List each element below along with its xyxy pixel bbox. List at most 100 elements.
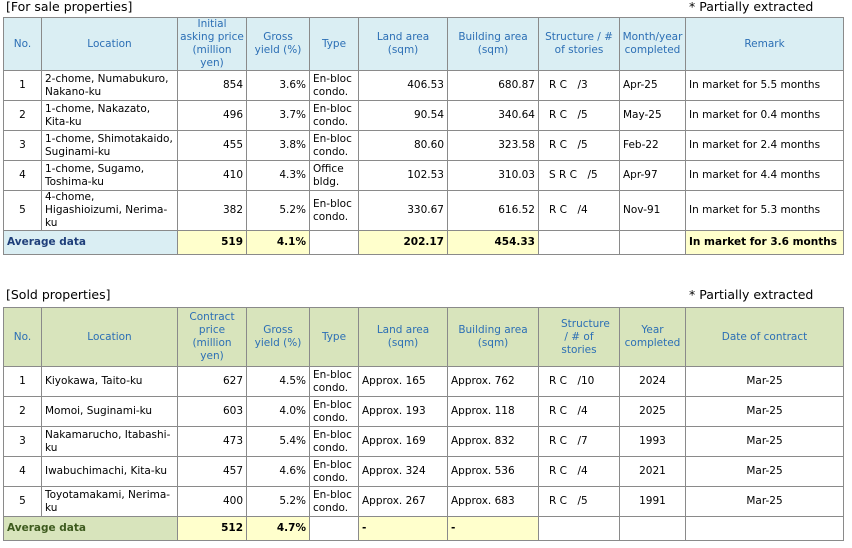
caption: [Sold properties] <box>6 287 111 302</box>
cell: 5 <box>3 486 42 517</box>
header-cell: Contract price (million yen) <box>177 307 247 367</box>
cell: 2 <box>3 100 42 131</box>
cell: In market for 4.4 months <box>685 160 844 191</box>
header-text: Type <box>321 37 347 50</box>
cell: Approx. 118 <box>447 396 539 427</box>
data-row: 1 2-chome, Numabukuro, Nakano-ku 854 3.6% En… <box>3 70 844 101</box>
cell: En-bloc condo. <box>309 456 359 487</box>
cell: 330.67 <box>358 190 448 231</box>
cell: Approx. 193 <box>358 396 448 427</box>
header-cell: Date of contract <box>685 307 844 367</box>
cell: 400 <box>177 486 247 517</box>
cell: 310.03 <box>447 160 539 191</box>
header-text: Gross yield (%) <box>254 324 302 349</box>
header-text: Gross yield (%) <box>254 31 302 56</box>
cell: 5.2% <box>246 486 310 517</box>
cell: In market for 5.5 months <box>685 70 844 101</box>
cell: En-bloc condo. <box>309 130 359 161</box>
header-cell: Structure / # of stories <box>538 17 620 71</box>
empty-cell <box>309 230 359 255</box>
cell: 2024 <box>619 366 686 397</box>
cell: 616.52 <box>447 190 539 231</box>
cell: 1993 <box>619 426 686 457</box>
cell: 1-chome, Nakazato, Kita-ku <box>41 100 178 131</box>
header-text: Initial asking price (million yen) <box>180 18 244 69</box>
header-row: No. Location Contract price (million yen) G… <box>3 307 844 367</box>
cell: Approx. 169 <box>358 426 448 457</box>
cell: Mar-25 <box>685 366 844 397</box>
header-cell: Year completed <box>619 307 686 367</box>
cell: 1-chome, Sugamo, Toshima-ku <box>41 160 178 191</box>
cell: 457 <box>177 456 247 487</box>
cell: Approx. 267 <box>358 486 448 517</box>
data-row: 3 1-chome, Shimotakaido, Suginami-ku 455 3.… <box>3 130 844 161</box>
average-value: 454.33 <box>447 230 539 255</box>
cell: 4.5% <box>246 366 310 397</box>
cell: R C /7 <box>538 426 620 457</box>
cell: En-bloc condo. <box>309 486 359 517</box>
cell: Momoi, Suginami-ku <box>41 396 178 427</box>
data-row: 5 Toyotamakami, Nerima-ku 400 5.2% En-bloc c… <box>3 486 844 517</box>
average-value: - <box>358 516 448 541</box>
cell: Approx. 536 <box>447 456 539 487</box>
cell: Mar-25 <box>685 486 844 517</box>
data-row: 1 Kiyokawa, Taito-ku 627 4.5% En-bloc condo.… <box>3 366 844 397</box>
cell: En-bloc condo. <box>309 190 359 231</box>
header-text: Contract price (million yen) <box>189 311 235 362</box>
empty-cell <box>619 516 686 541</box>
cell: 680.87 <box>447 70 539 101</box>
cell: Apr-97 <box>619 160 686 191</box>
sold-table: No. Location Contract price (million yen) G… <box>3 307 844 541</box>
cell: 406.53 <box>358 70 448 101</box>
cell: Nakamarucho, Itabashi-ku <box>41 426 178 457</box>
header-cell: Month/year completed <box>619 17 686 71</box>
header-text: Date of contract <box>721 330 808 343</box>
note: * Partially extracted <box>689 287 814 302</box>
cell: En-bloc condo. <box>309 70 359 101</box>
cell: 1-chome, Shimotakaido, Suginami-ku <box>41 130 178 161</box>
cell: Nov-91 <box>619 190 686 231</box>
caption: [For sale properties] <box>6 0 133 14</box>
empty-cell <box>685 516 844 541</box>
header-cell: Gross yield (%) <box>246 307 310 367</box>
cell: 4.3% <box>246 160 310 191</box>
cell: 2021 <box>619 456 686 487</box>
data-row: 2 1-chome, Nakazato, Kita-ku 496 3.7% En-blo… <box>3 100 844 131</box>
cell: 1 <box>3 366 42 397</box>
cell: R C /5 <box>538 486 620 517</box>
header-cell: Structure / # of stories <box>538 307 620 367</box>
header-cell: Initial asking price (million yen) <box>177 17 247 71</box>
header-text: No. <box>13 37 32 50</box>
header-text: Building area (sqm) <box>458 31 528 56</box>
cell: Kiyokawa, Taito-ku <box>41 366 178 397</box>
for-sale-table: No. Location Initial asking price (million… <box>3 17 844 255</box>
cell: Mar-25 <box>685 426 844 457</box>
cell: 323.58 <box>447 130 539 161</box>
cell: 3 <box>3 130 42 161</box>
cell: Iwabuchimachi, Kita-ku <box>41 456 178 487</box>
cell: R C /5 <box>538 100 620 131</box>
cell: 102.53 <box>358 160 448 191</box>
header-text: Month/year completed <box>622 31 683 56</box>
data-row: 5 4-chome, Higashioizumi, Nerima-ku 382 5.2… <box>3 190 844 231</box>
header-text: Location <box>87 330 132 343</box>
cell: 382 <box>177 190 247 231</box>
header-text: No. <box>13 330 32 343</box>
cell: 4 <box>3 160 42 191</box>
cell: Approx. 165 <box>358 366 448 397</box>
header-text: Land area (sqm) <box>376 324 430 349</box>
cell: In market for 5.3 months <box>685 190 844 231</box>
cell: Mar-25 <box>685 396 844 427</box>
data-row: 2 Momoi, Suginami-ku 603 4.0% En-bloc condo.… <box>3 396 844 427</box>
header-cell: Building area (sqm) <box>447 17 539 71</box>
cell: 455 <box>177 130 247 161</box>
cell: 410 <box>177 160 247 191</box>
cell: In market for 0.4 months <box>685 100 844 131</box>
header-cell: Land area (sqm) <box>358 17 448 71</box>
cell: In market for 2.4 months <box>685 130 844 161</box>
header-cell: Location <box>41 307 178 367</box>
header-text: Structure / # of stories <box>545 31 613 56</box>
average-row: Average data 512 4.7% - - <box>3 516 844 541</box>
header-text: Location <box>87 37 132 50</box>
